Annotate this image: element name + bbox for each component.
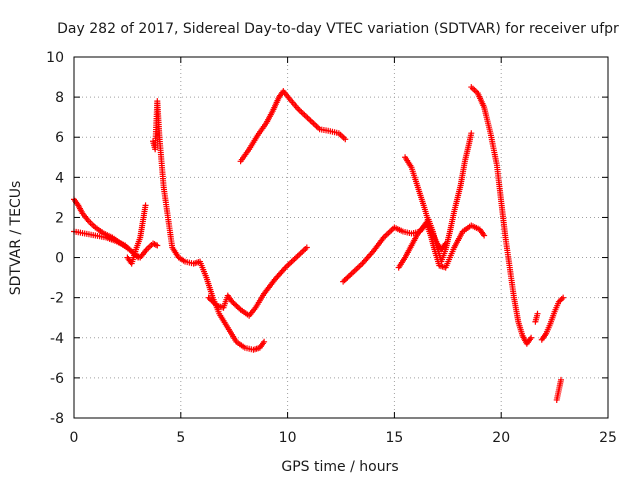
y-tick-label: -8: [50, 411, 64, 427]
series-9: [402, 154, 449, 253]
data-point: [560, 294, 567, 301]
x-tick-labels: 0 5 10 15 20 25: [70, 430, 617, 446]
y-axis-label: SDTVAR / TECUs: [8, 181, 24, 296]
data-point: [442, 240, 449, 247]
y-tick-labels: -8 -6 -4 -2 0 2 4 6 8 10: [46, 50, 64, 427]
y-tick-label: 0: [55, 251, 64, 267]
data-points: [71, 84, 567, 403]
data-point: [303, 244, 310, 251]
data-point: [481, 232, 488, 239]
x-tick-label: 10: [279, 430, 297, 446]
data-point: [528, 334, 535, 341]
chart-title: Day 282 of 2017, Sidereal Day-to-day VTE…: [57, 21, 619, 37]
grid-lines: [74, 57, 608, 418]
plot-frame: [73, 56, 609, 419]
y-tick-label: 8: [55, 90, 64, 106]
data-point: [342, 136, 349, 143]
series-4: [150, 98, 268, 353]
y-tick-label: 10: [46, 50, 64, 66]
data-point: [142, 202, 149, 209]
y-tick-label: -2: [50, 291, 64, 307]
series-5: [205, 244, 310, 319]
x-axis-label: GPS time / hours: [281, 459, 398, 475]
series-13: [553, 376, 565, 403]
series-10: [468, 84, 535, 347]
x-tick-label: 25: [599, 430, 617, 446]
x-tick-label: 5: [176, 430, 185, 446]
data-point: [558, 376, 565, 383]
series-2: [71, 228, 161, 261]
data-point: [534, 310, 541, 317]
y-tick-label: 4: [55, 170, 64, 186]
axis-ticks: [73, 56, 609, 419]
series-11: [532, 310, 541, 325]
y-tick-label: 6: [55, 130, 64, 146]
data-point: [154, 242, 161, 249]
x-tick-label: 0: [70, 430, 79, 446]
data-point: [468, 130, 475, 137]
series-8: [395, 130, 475, 271]
y-tick-label: -6: [50, 371, 64, 387]
data-point: [152, 241, 159, 248]
data-point: [261, 338, 268, 345]
x-tick-label: 15: [385, 430, 403, 446]
y-tick-label: 2: [55, 210, 64, 226]
series-12: [538, 294, 567, 343]
y-tick-label: -4: [50, 331, 64, 347]
series-7: [340, 220, 488, 285]
series-3: [124, 202, 149, 267]
series-6: [237, 88, 349, 165]
x-tick-label: 20: [492, 430, 510, 446]
